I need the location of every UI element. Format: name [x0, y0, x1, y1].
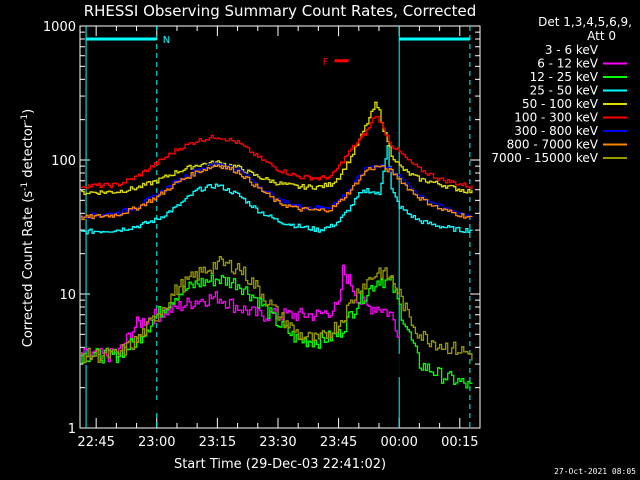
x-tick-label: 00:15 — [441, 435, 478, 450]
y-axis-label-sup2: -1 — [20, 114, 30, 123]
legend-entry-label: 300 - 800 keV — [514, 124, 598, 138]
x-tick-label: 23:00 — [138, 435, 175, 450]
y-axis-label-end: ) — [21, 109, 36, 114]
legend-entry-label: 3 - 6 keV — [545, 43, 599, 57]
legend-header-attenuator: Att 0 — [587, 29, 616, 43]
x-axis-label: Start Time (29-Dec-03 22:41:02) — [174, 457, 386, 472]
plot-area: 1 10 100 1000 22:45 23:00 23:15 23:30 23:45 00:00… — [43, 20, 481, 450]
y-axis-label-main: Corrected Count Rate (s — [21, 191, 36, 348]
series-line — [81, 264, 400, 363]
y-tick-label: 100 — [51, 154, 76, 169]
y-tick-label: 1 — [68, 422, 76, 437]
series-line — [81, 145, 473, 235]
legend-entry-label: 7000 - 15000 keV — [491, 151, 598, 165]
chart-title: RHESSI Observing Summary Count Rates, Co… — [84, 2, 477, 20]
legend-entry-label: 25 - 50 keV — [530, 84, 599, 98]
series-line — [81, 256, 473, 364]
night-label: N — [163, 35, 170, 46]
series-group — [81, 101, 473, 411]
legend-entry-label: 6 - 12 keV — [537, 57, 599, 71]
x-axis-ticks: 22:45 23:00 23:15 23:30 23:45 00:00 00:15 — [77, 26, 481, 450]
x-tick-label: 00:00 — [380, 435, 417, 450]
x-tick-label: 23:15 — [199, 435, 236, 450]
x-tick-label: 22:45 — [77, 435, 114, 450]
y-axis-ticks: 1 10 100 1000 — [43, 20, 480, 437]
plot-frame — [79, 25, 481, 429]
y-tick-label: 10 — [59, 288, 76, 303]
flare-label: F — [323, 57, 329, 68]
legend-entry-label: 50 - 100 keV — [522, 97, 599, 111]
series-line — [81, 303, 417, 411]
y-axis-label-mid: detector — [21, 122, 36, 182]
y-tick-label: 1000 — [43, 20, 76, 35]
orbit-markers: NF — [85, 26, 471, 428]
series-line — [81, 115, 473, 189]
legend-entry-label: 800 - 7000 keV — [507, 138, 599, 152]
x-tick-label: 23:30 — [259, 435, 296, 450]
legend-entry-label: 100 - 300 keV — [514, 111, 598, 125]
series-line — [81, 274, 473, 389]
series-line — [81, 164, 473, 221]
legend-header-detectors: Det 1,3,4,5,6,9, — [538, 15, 632, 29]
series-line — [81, 101, 473, 196]
y-axis-label: Corrected Count Rate (s-1 detector-1) — [20, 109, 36, 347]
date-stamp: 27-Oct-2021 08:05 — [554, 467, 636, 476]
y-axis-label-sup1: -1 — [20, 182, 30, 191]
x-tick-label: 23:45 — [320, 435, 357, 450]
legend-entry-label: 12 - 25 keV — [530, 70, 599, 84]
